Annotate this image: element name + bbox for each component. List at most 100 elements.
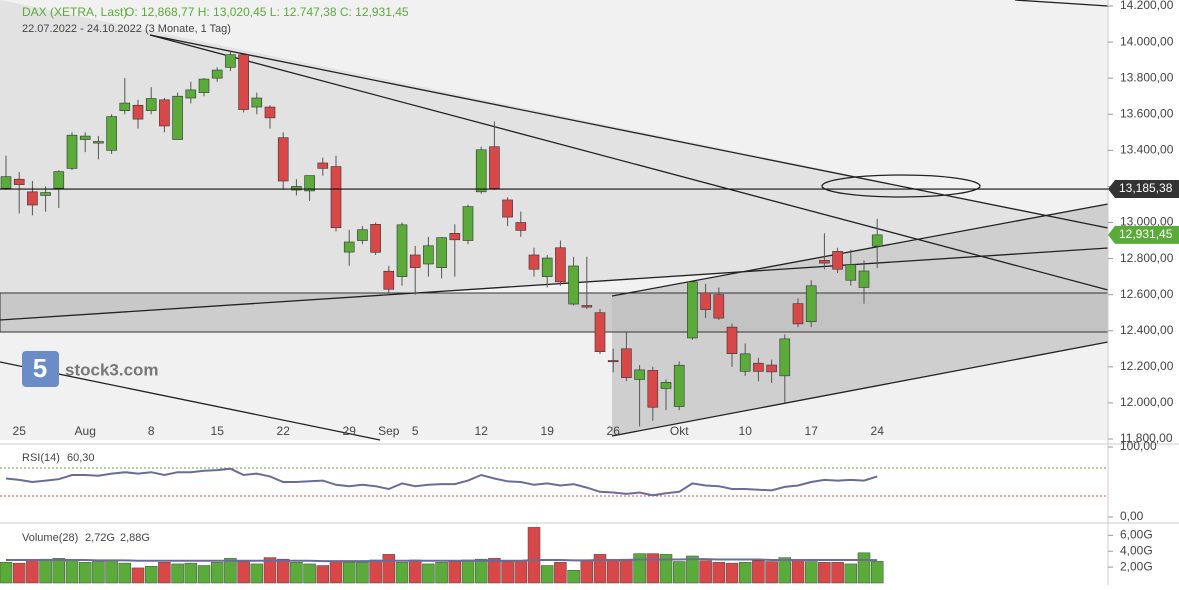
candle-body: [264, 106, 276, 119]
volume-bar: [342, 562, 356, 584]
y-tick-label: 12.000,00: [1120, 395, 1174, 409]
volume-bar: [369, 559, 382, 584]
candle-body: [475, 149, 487, 193]
candle-body: [27, 191, 38, 206]
candle-body: [555, 247, 566, 283]
volume-bar: [276, 558, 290, 584]
y-tick-label: 12.200,00: [1120, 359, 1174, 373]
volume-bar: [699, 560, 712, 584]
volume-bar: [26, 560, 39, 584]
channel: [0, 0, 1108, 320]
candle-body: [528, 254, 540, 270]
volume-bar: [448, 561, 462, 584]
candle-body: [396, 224, 408, 277]
volume-bar: [791, 560, 805, 584]
candle-body: [489, 146, 500, 189]
x-tick-label: 29: [343, 424, 357, 438]
volume-bar: [237, 561, 250, 584]
volume-bar: [250, 563, 264, 584]
candle-body: [291, 186, 302, 191]
volume-bar: [65, 559, 79, 584]
volume-ma: [6, 558, 878, 563]
volume-bar: [0, 562, 13, 584]
candle-body: [383, 270, 395, 290]
volume-bar: [39, 558, 52, 584]
x-tick-label: 24: [871, 424, 885, 438]
candle-body: [832, 251, 843, 270]
volume-bar: [580, 559, 594, 584]
volume-bar: [488, 558, 501, 584]
y-tick-label: 14.000,00: [1120, 34, 1174, 48]
volume-bar: [105, 559, 118, 584]
candle-body: [792, 303, 804, 325]
candle-body: [845, 264, 857, 281]
candle-body: [66, 134, 78, 169]
candle-body: [713, 294, 725, 319]
candle-body: [871, 234, 883, 247]
y-tick-label: 12.400,00: [1120, 323, 1174, 337]
volume-bar: [303, 563, 316, 584]
candle-body: [779, 338, 791, 377]
candle-body: [304, 175, 315, 192]
volume-bar: [765, 561, 778, 584]
candle-body: [238, 54, 249, 110]
candle-body: [673, 364, 685, 407]
candle-body: [357, 229, 368, 241]
volume-bar: [712, 562, 726, 584]
volume-tick-label: 6,00G: [1120, 528, 1153, 542]
volume-bar: [554, 562, 567, 584]
volume-bar: [435, 562, 448, 584]
candle-body: [79, 135, 91, 140]
y-tick-label: 13.400,00: [1120, 143, 1174, 157]
x-tick-label: Sep: [378, 424, 400, 438]
candle-body: [159, 99, 170, 127]
x-tick-label: 19: [541, 424, 555, 438]
candle-body: [858, 270, 870, 288]
volume-bar: [210, 562, 224, 584]
x-tick-label: 15: [211, 424, 225, 438]
volume-bar: [514, 560, 528, 584]
rsi-name: RSI(14): [22, 452, 60, 464]
subtitle: 22.07.2022 - 24.10.2022 (3 Monate, 1 Tag…: [22, 23, 231, 35]
y-tick-label: 14.200,00: [1120, 0, 1174, 12]
volume-bar: [567, 570, 580, 584]
volume-bar: [646, 553, 660, 584]
candle-body: [330, 166, 342, 229]
volume-bar: [316, 565, 330, 584]
volume-bar: [52, 558, 66, 584]
volume-bar: [844, 563, 858, 584]
volume-bar: [870, 561, 884, 584]
candle-body: [317, 162, 329, 169]
volume-bar: [527, 527, 541, 584]
volume-bar: [672, 561, 686, 584]
y-tick-label: 12.800,00: [1120, 251, 1174, 265]
ohlc-label: O: 12,868,77 H: 13,020,45 L: 12.747,38 C…: [125, 5, 409, 19]
x-tick-label: 22: [277, 424, 291, 438]
volume-bar: [606, 560, 620, 584]
candle-body: [343, 241, 355, 253]
volume-bar: [461, 559, 475, 584]
zone: [0, 292, 1109, 333]
candle-body: [634, 369, 645, 380]
volume-bar: [501, 561, 514, 584]
candle-body: [409, 254, 421, 268]
last-label: 12,931,45: [1119, 227, 1173, 241]
y-tick-label: 13.800,00: [1120, 70, 1174, 84]
volume-bar: [382, 554, 396, 584]
candle-body: [423, 245, 434, 265]
candle-body: [251, 97, 263, 108]
volume-bar: [474, 558, 488, 584]
candle-body: [805, 285, 817, 323]
y-tick-label: 12.600,00: [1120, 287, 1174, 301]
candle-body: [225, 54, 236, 68]
volume-label: 2,72G: [85, 532, 115, 544]
volume-bar: [540, 565, 554, 584]
x-tick-label: 17: [805, 424, 819, 438]
y-tick-label: 13.000,00: [1120, 215, 1174, 229]
volume-bar: [778, 557, 792, 584]
volume-name: Volume(28): [22, 532, 78, 544]
candle-body: [53, 171, 65, 189]
candle-body: [13, 178, 25, 185]
last-tag: [1108, 225, 1179, 244]
candle-body: [766, 364, 777, 373]
